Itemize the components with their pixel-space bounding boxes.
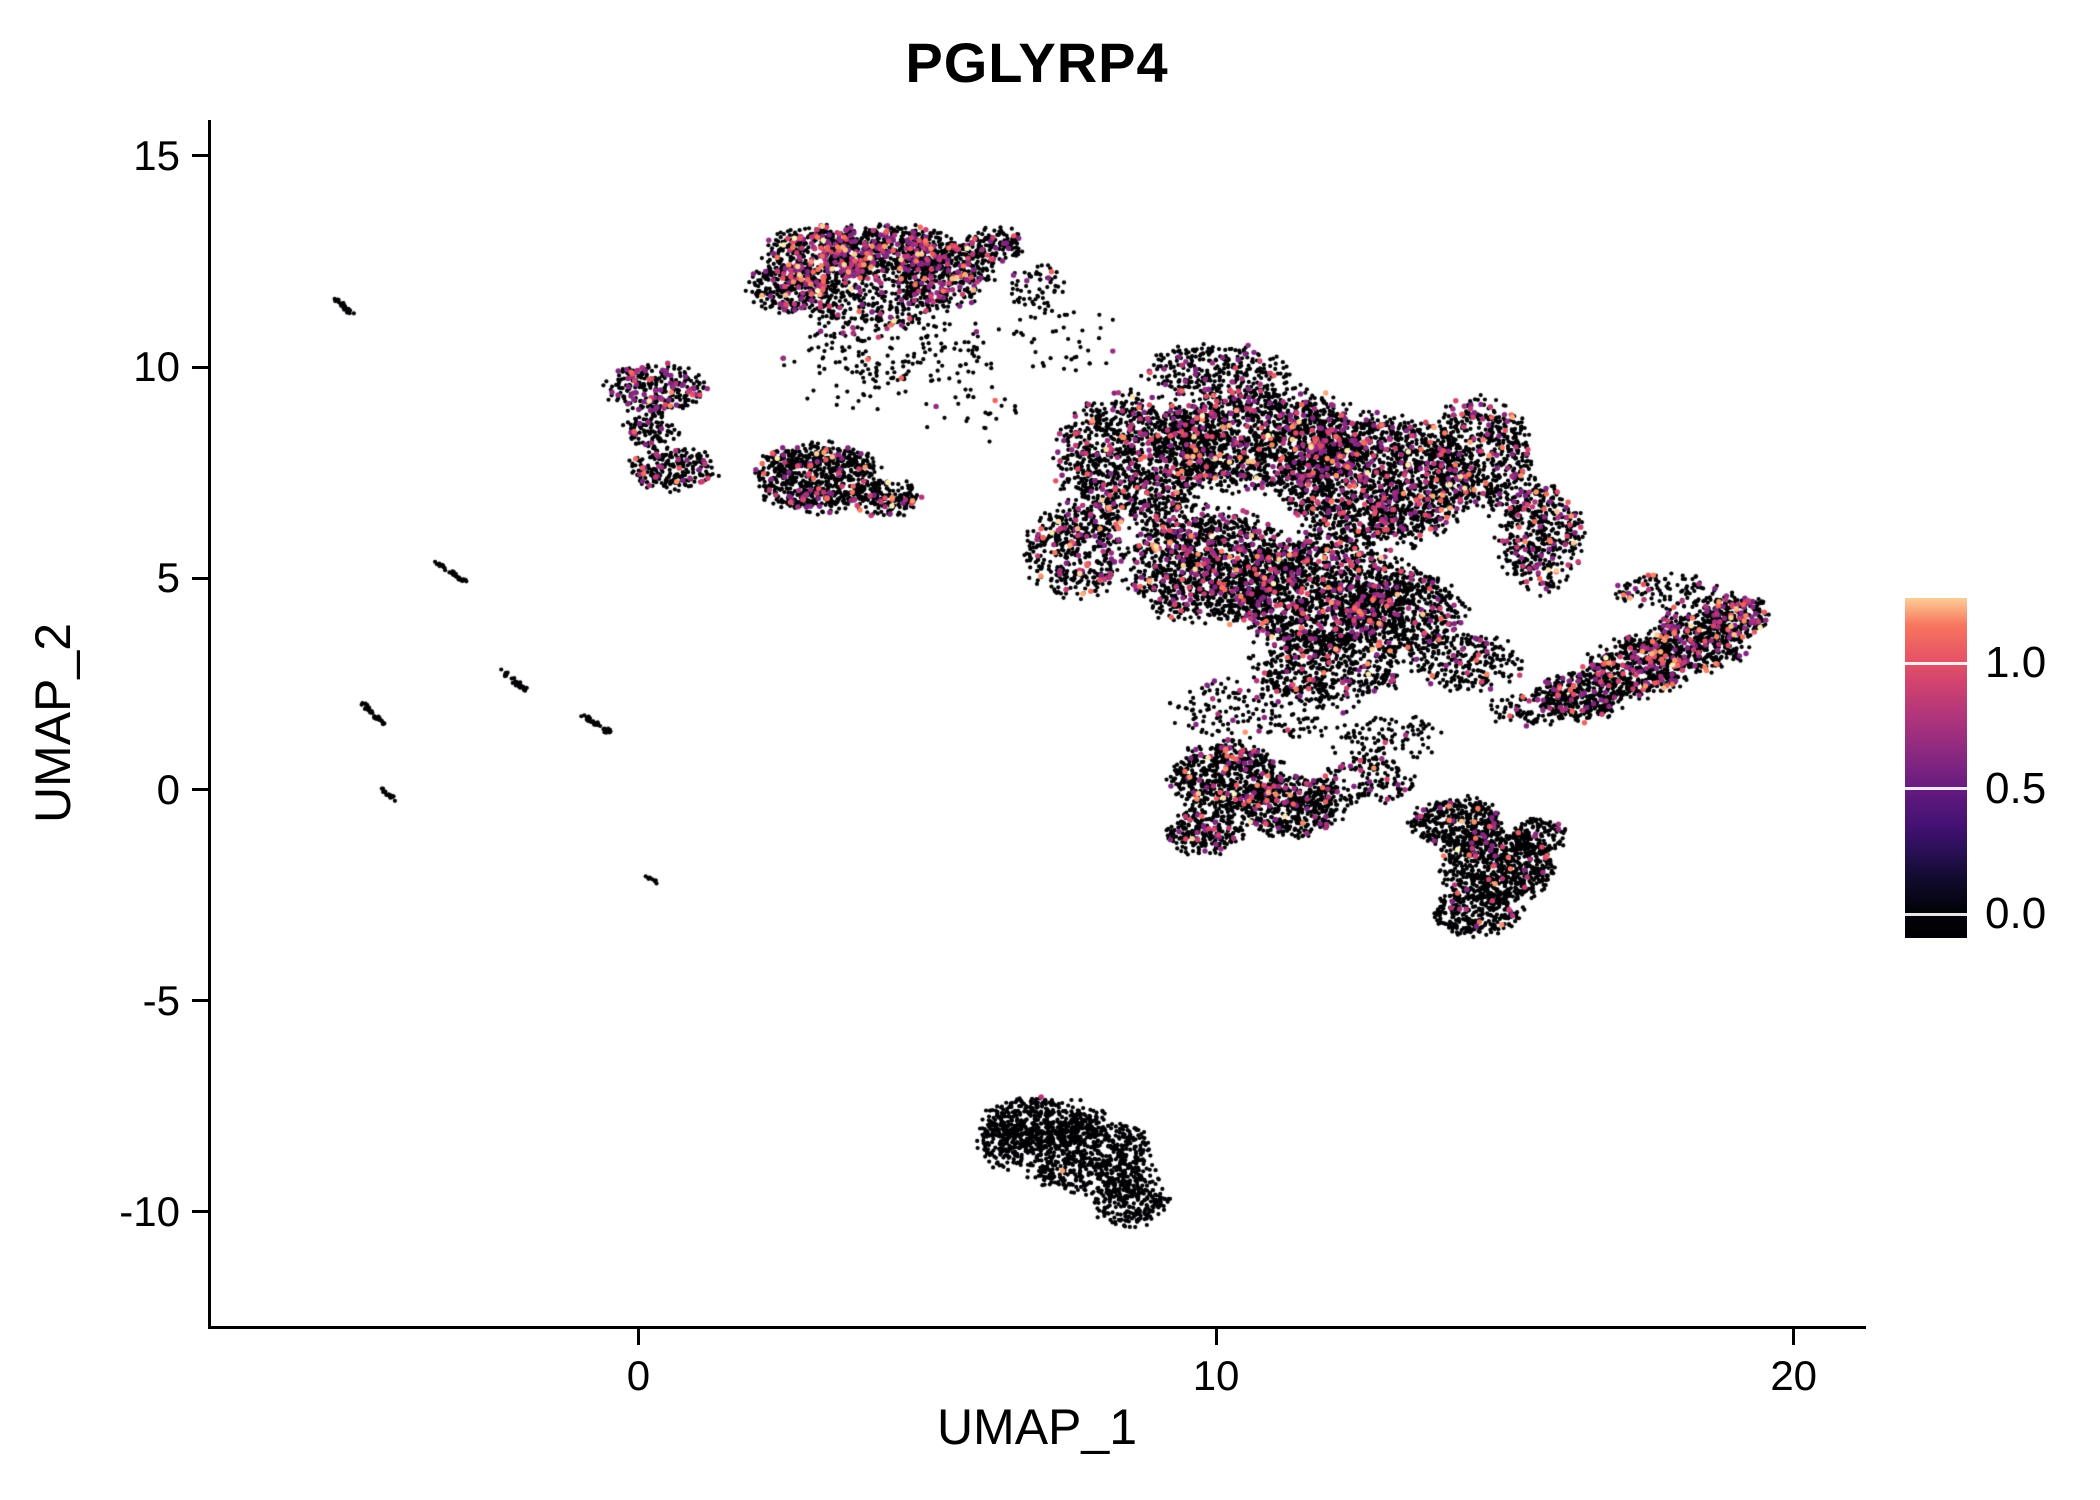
x-axis-title: UMAP_1 — [936, 1399, 1138, 1455]
y-axis-tick-label: -5 — [142, 976, 180, 1024]
y-axis-line — [208, 120, 211, 1329]
y-axis-tick — [192, 576, 208, 580]
y-axis-tick — [192, 788, 208, 792]
colorbar-tick-label: 0.0 — [1985, 889, 2047, 939]
y-axis-tick-label: 10 — [133, 343, 180, 391]
y-axis-tick-label: 15 — [133, 131, 180, 179]
scatter-canvas — [211, 120, 1863, 1326]
x-axis-tick-label: 0 — [626, 1352, 651, 1399]
colorbar-tick — [1905, 912, 1967, 916]
colorbar-tick — [1905, 661, 1967, 665]
y-axis-tick — [192, 1210, 208, 1214]
y-axis-tick-label: 0 — [156, 765, 180, 813]
x-axis-tick-label: 20 — [1770, 1352, 1818, 1399]
y-axis-tick — [192, 999, 208, 1003]
colorbar-tick-label: 1.0 — [1985, 638, 2047, 688]
x-axis-line — [208, 1326, 1866, 1329]
x-axis-tick-label: 10 — [1192, 1352, 1240, 1399]
x-axis-tick — [1792, 1329, 1796, 1345]
colorbar-gradient — [1905, 598, 1967, 938]
y-axis-tick-label: 5 — [156, 554, 180, 602]
plot-title: PGLYRP4 — [905, 31, 1169, 94]
x-axis-tick — [636, 1329, 640, 1345]
colorbar-tick — [1905, 787, 1967, 791]
y-axis-tick-label: -10 — [119, 1187, 180, 1235]
y-axis-tick — [192, 154, 208, 158]
x-axis-tick — [1214, 1329, 1218, 1345]
colorbar-legend — [1905, 598, 1967, 938]
y-axis-tick — [192, 365, 208, 369]
colorbar-tick-label: 0.5 — [1985, 763, 2047, 813]
